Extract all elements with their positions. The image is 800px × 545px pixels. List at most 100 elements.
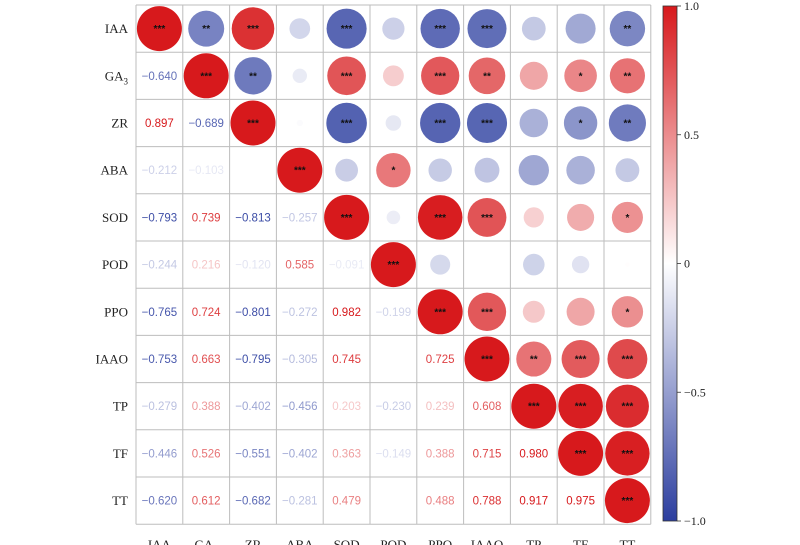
corr-circle-GA3-GA3 [183,53,229,99]
corr-circle-ABA-PPO [428,158,452,182]
significance-stars: *** [481,307,493,318]
corr-value-TP-GA3: 0.388 [192,401,221,413]
corr-circle-TP-TP [511,383,557,429]
corr-circle-ZR-PPO [420,102,461,144]
corr-value-POD-IAA: −0.244 [142,260,178,272]
corr-value-TP-IAA: −0.279 [142,401,178,413]
corr-value-TT-IAA: −0.620 [142,496,178,508]
significance-stars: ** [530,355,538,366]
corr-circle-IAAO-IAAO [464,336,510,382]
row-label-IAAO: IAAO [96,352,129,367]
corr-circle-IAA-ZR [231,7,275,50]
corr-value-PPO-POD: −0.199 [376,307,412,319]
colorbar-tick-label: 1.0 [684,0,699,13]
significance-stars: *** [481,24,493,35]
corr-circle-PPO-PPO [417,289,463,335]
corr-value-IAAO-ABA: −0.305 [282,354,318,366]
corr-circle-SOD-TF [567,203,595,231]
corr-circle-POD-IAAO [486,264,488,266]
significance-stars: ** [624,119,632,130]
significance-stars: * [579,71,583,82]
corr-circle-IAA-PPO [420,8,460,49]
corr-value-IAAO-SOD: 0.745 [332,354,361,366]
col-label-ZR: ZR [245,537,262,545]
corr-circle-TP-TT [605,384,649,428]
significance-stars: ** [249,71,257,82]
corr-value-TF-ABA: −0.402 [282,448,318,460]
corr-circle-IAA-TF [565,13,596,44]
corr-circle-TF-TF [558,430,604,476]
significance-stars: *** [341,71,353,82]
corr-value-SOD-ZR: −0.813 [235,212,271,224]
corr-circle-IAA-POD [382,17,405,40]
corr-value-TF-TP: 0.980 [519,448,548,460]
row-label-TT: TT [112,493,128,508]
colorbar-tick-label: 0 [684,257,690,271]
corr-value-TT-ZR: −0.682 [235,496,271,508]
corr-circle-ABA-SOD [335,158,359,182]
col-label-SOD: SOD [334,537,360,545]
colorbar-tick-label: 0.5 [684,128,699,142]
corr-value-IAAO-GA3: 0.663 [192,354,221,366]
corr-circle-PPO-TT [611,296,644,328]
corr-circle-IAA-IAAO [467,9,507,49]
col-label-GA3: GA3 [195,537,219,545]
corr-value-SOD-ABA: −0.257 [282,212,318,224]
row-label-PPO: PPO [104,304,128,319]
corr-circle-ZR-SOD [326,102,367,144]
corr-circle-ABA-TT [615,158,640,183]
corr-value-PPO-IAA: −0.765 [142,307,178,319]
significance-stars: *** [528,402,540,413]
corr-circle-TP-TF [558,383,603,429]
significance-stars: ** [624,24,632,35]
colorbar-tick-label: −0.5 [684,385,706,399]
corr-value-TF-PPO: 0.388 [426,448,455,460]
corr-value-POD-GA3: 0.216 [192,260,221,272]
significance-stars: * [625,213,629,224]
corr-value-SOD-GA3: 0.739 [192,212,221,224]
corr-circle-ABA-TP [518,155,549,186]
corr-value-IAAO-IAA: −0.753 [142,354,178,366]
corr-circle-SOD-TT [611,201,643,233]
corr-value-ABA-IAA: −0.212 [142,165,178,177]
corr-value-TT-SOD: 0.479 [332,496,361,508]
col-label-POD: POD [380,537,406,545]
corr-value-TP-IAAO: 0.608 [473,401,502,413]
corr-circle-IAA-SOD [326,8,367,49]
corr-circle-SOD-SOD [324,194,370,240]
corr-circle-GA3-TP [519,61,548,90]
corr-value-TT-ABA: −0.281 [282,496,318,508]
corr-circle-ABA-TF [566,155,595,185]
corr-circle-ZR-TF [563,106,598,140]
corr-circle-POD-PPO [430,254,451,275]
corr-value-IAAO-ZR: −0.795 [235,354,271,366]
significance-stars: *** [575,355,587,366]
corr-value-TT-GA3: 0.612 [192,496,221,508]
corr-value-TP-POD: −0.230 [376,401,412,413]
corr-value-TP-PPO: 0.239 [426,401,455,413]
corr-circle-GA3-IAAO [468,57,506,95]
corr-circle-GA3-ZR [234,57,272,95]
significance-stars: * [625,307,629,318]
significance-stars: *** [341,119,353,130]
corr-circle-ZR-TT [608,104,646,142]
row-label-SOD: SOD [102,210,128,225]
corr-circle-IAA-TP [521,16,546,41]
significance-stars: ** [624,71,632,82]
corr-value-TT-TF: 0.975 [566,496,595,508]
significance-stars: *** [247,24,259,35]
significance-stars: *** [434,71,446,82]
corr-circle-ZR-ABA [296,119,303,127]
corr-circle-POD-TF [571,255,590,274]
corr-circle-PPO-TF [566,297,595,326]
corr-circle-IAAO-TT [607,339,648,379]
col-label-TF: TF [573,537,588,545]
corr-value-PPO-ZR: −0.801 [235,307,271,319]
corr-circle-POD-POD [370,242,416,288]
significance-stars: *** [575,402,587,413]
significance-stars: *** [341,24,353,35]
corr-circle-TT-TT [604,478,650,524]
corr-value-TT-IAAO: 0.788 [473,496,502,508]
corr-circle-GA3-SOD [327,56,366,96]
significance-stars: *** [200,71,212,82]
